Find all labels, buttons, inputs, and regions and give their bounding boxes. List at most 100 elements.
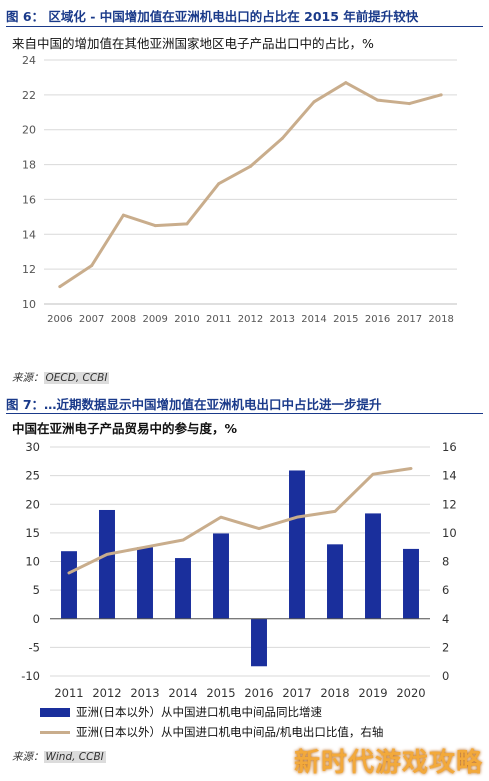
fig7-title-rule — [6, 413, 483, 414]
fig6-source-label: 来源： — [12, 372, 44, 384]
fig7-bar — [289, 470, 305, 619]
fig6-x-tick: 2012 — [238, 314, 263, 325]
fig6-y-tick: 12 — [22, 263, 36, 276]
fig6-x-tick: 2006 — [47, 314, 72, 325]
fig7-right-y-tick: 10 — [442, 526, 457, 540]
fig7-bar — [365, 513, 381, 619]
fig6-y-tick: 24 — [22, 54, 36, 67]
fig7-x-tick: 2017 — [282, 686, 311, 700]
fig6-x-tick: 2011 — [206, 314, 231, 325]
fig7-x-tick-labels: 2011 2012 2013 2014 2015 2016 2017 2018 2019 2020 — [54, 686, 425, 700]
legend-bar-swatch — [40, 707, 70, 717]
fig6-y-tick-labels: 10 12 14 16 18 20 22 24 — [22, 54, 36, 311]
fig7-x-tick: 2013 — [130, 686, 159, 700]
fig7-x-tick: 2019 — [358, 686, 387, 700]
fig7-x-tick: 2012 — [92, 686, 121, 700]
fig6-x-tick: 2010 — [174, 314, 199, 325]
fig7-bar-line-chart: -10 -5 0 5 10 15 20 25 30 0 2 4 6 8 10 12 14 16 2011 2012… — [21, 440, 457, 700]
fig6-x-tick: 2014 — [301, 314, 326, 325]
fig7-x-tick: 2018 — [320, 686, 349, 700]
fig6-source: 来源： OECD, CCBI — [12, 370, 110, 385]
legend-line-label: 亚洲(日本以外）从中国进口机电中间品/机电出口比值，右轴 — [76, 725, 384, 739]
fig7-left-y-tick: 5 — [33, 583, 40, 597]
fig7-left-y-tick: 25 — [25, 469, 40, 483]
fig7-bar — [61, 551, 77, 619]
fig6-x-tick: 2013 — [270, 314, 295, 325]
fig7-right-y-tick: 2 — [442, 640, 449, 654]
fig6-y-tick: 10 — [22, 298, 36, 311]
fig7-left-y-tick: -10 — [21, 669, 40, 683]
fig6-x-tick: 2009 — [142, 314, 167, 325]
fig7-right-y-tick: 8 — [442, 555, 449, 569]
fig7-subtitle: 中国在亚洲电子产品贸易中的参与度，% — [12, 421, 238, 436]
fig6-point — [217, 182, 221, 186]
fig6-point — [90, 264, 94, 268]
fig7-x-tick: 2016 — [244, 686, 273, 700]
fig7-left-y-tick: 30 — [25, 440, 40, 454]
fig7-x-tick: 2014 — [168, 686, 197, 700]
fig7-left-y-tick: 0 — [33, 612, 40, 626]
fig7-bar — [175, 558, 191, 619]
fig7-right-y-tick-labels: 0 2 4 6 8 10 12 14 16 — [442, 440, 457, 683]
fig6-point — [249, 164, 252, 168]
fig6-x-tick: 2018 — [428, 314, 453, 325]
fig6-point — [312, 100, 316, 104]
fig6-y-tick: 14 — [22, 228, 36, 241]
fig7-left-y-tick: -5 — [29, 640, 40, 654]
watermark: 新时代游戏攻略 — [293, 748, 483, 778]
fig6-y-tick: 16 — [22, 193, 36, 206]
fig6-x-tick: 2008 — [111, 314, 136, 325]
fig7-right-y-tick: 0 — [442, 669, 449, 683]
fig7-line-series — [67, 466, 413, 575]
fig6-line-chart: 10 12 14 16 18 20 22 24 2006 2007 2008 2009 2010 201… — [22, 54, 457, 325]
fig7-bars — [61, 470, 419, 667]
fig6-series — [58, 81, 443, 289]
fig6-y-tick: 18 — [22, 159, 36, 172]
fig7-left-y-tick: 10 — [25, 555, 40, 569]
fig6-y-tick: 20 — [22, 124, 36, 137]
fig6-point — [121, 213, 125, 217]
fig7-right-y-tick: 6 — [442, 583, 449, 597]
fig6-point — [185, 222, 189, 226]
fig6-gridlines — [44, 59, 457, 305]
fig6-x-tick: 2017 — [397, 314, 422, 325]
fig7-right-y-tick: 12 — [442, 497, 457, 511]
fig6-point — [439, 93, 443, 97]
fig7-title: 图 7：…近期数据显示中国增加值在亚洲机电出口中占比进一步提升 — [6, 397, 382, 412]
fig7-source-value: Wind, CCBI — [43, 751, 106, 763]
fig6-x-tick: 2015 — [333, 314, 358, 325]
fig6-point — [344, 81, 348, 85]
fig6-title-rule — [6, 26, 483, 27]
fig7-left-y-tick-labels: -10 -5 0 5 10 15 20 25 30 — [21, 440, 40, 683]
fig7-left-y-tick: 15 — [25, 526, 40, 540]
fig6-point — [153, 224, 157, 228]
fig7-ratio-line — [67, 466, 413, 575]
fig6-point — [58, 285, 62, 289]
fig7-right-y-tick: 16 — [442, 440, 457, 454]
fig6-x-tick: 2007 — [79, 314, 104, 325]
fig6-point — [407, 102, 411, 106]
fig6-point — [280, 136, 284, 140]
fig7-bar — [403, 548, 419, 619]
fig7-bar — [213, 533, 229, 619]
fig7-source-label: 来源： — [12, 751, 44, 763]
fig7-x-tick: 2015 — [206, 686, 235, 700]
fig7-right-y-tick: 14 — [442, 469, 457, 483]
fig6-series-line — [58, 81, 443, 289]
fig7-x-tick: 2020 — [396, 686, 425, 700]
fig7-bar — [327, 544, 343, 619]
fig7-left-y-tick: 20 — [25, 497, 40, 511]
fig7-x-tick: 2011 — [54, 686, 83, 700]
fig7-right-y-tick: 4 — [442, 612, 449, 626]
fig7-legend-bar: 亚洲(日本以外）从中国进口机电中间品同比增速 — [40, 704, 322, 720]
fig7-bar — [251, 618, 267, 667]
fig6-x-tick-labels: 2006 2007 2008 2009 2010 2011 2012 2013 2014 2015… — [47, 314, 454, 325]
legend-bar-label: 亚洲(日本以外）从中国进口机电中间品同比增速 — [76, 705, 322, 719]
fig7-bar — [99, 509, 115, 619]
fig6-y-tick: 22 — [22, 89, 36, 102]
fig7-bar — [137, 547, 153, 619]
fig6-x-tick: 2016 — [365, 314, 390, 325]
fig6-source-value: OECD, CCBI — [43, 372, 110, 384]
fig7-source: 来源： Wind, CCBI — [12, 749, 106, 764]
fig6-point — [376, 98, 380, 102]
